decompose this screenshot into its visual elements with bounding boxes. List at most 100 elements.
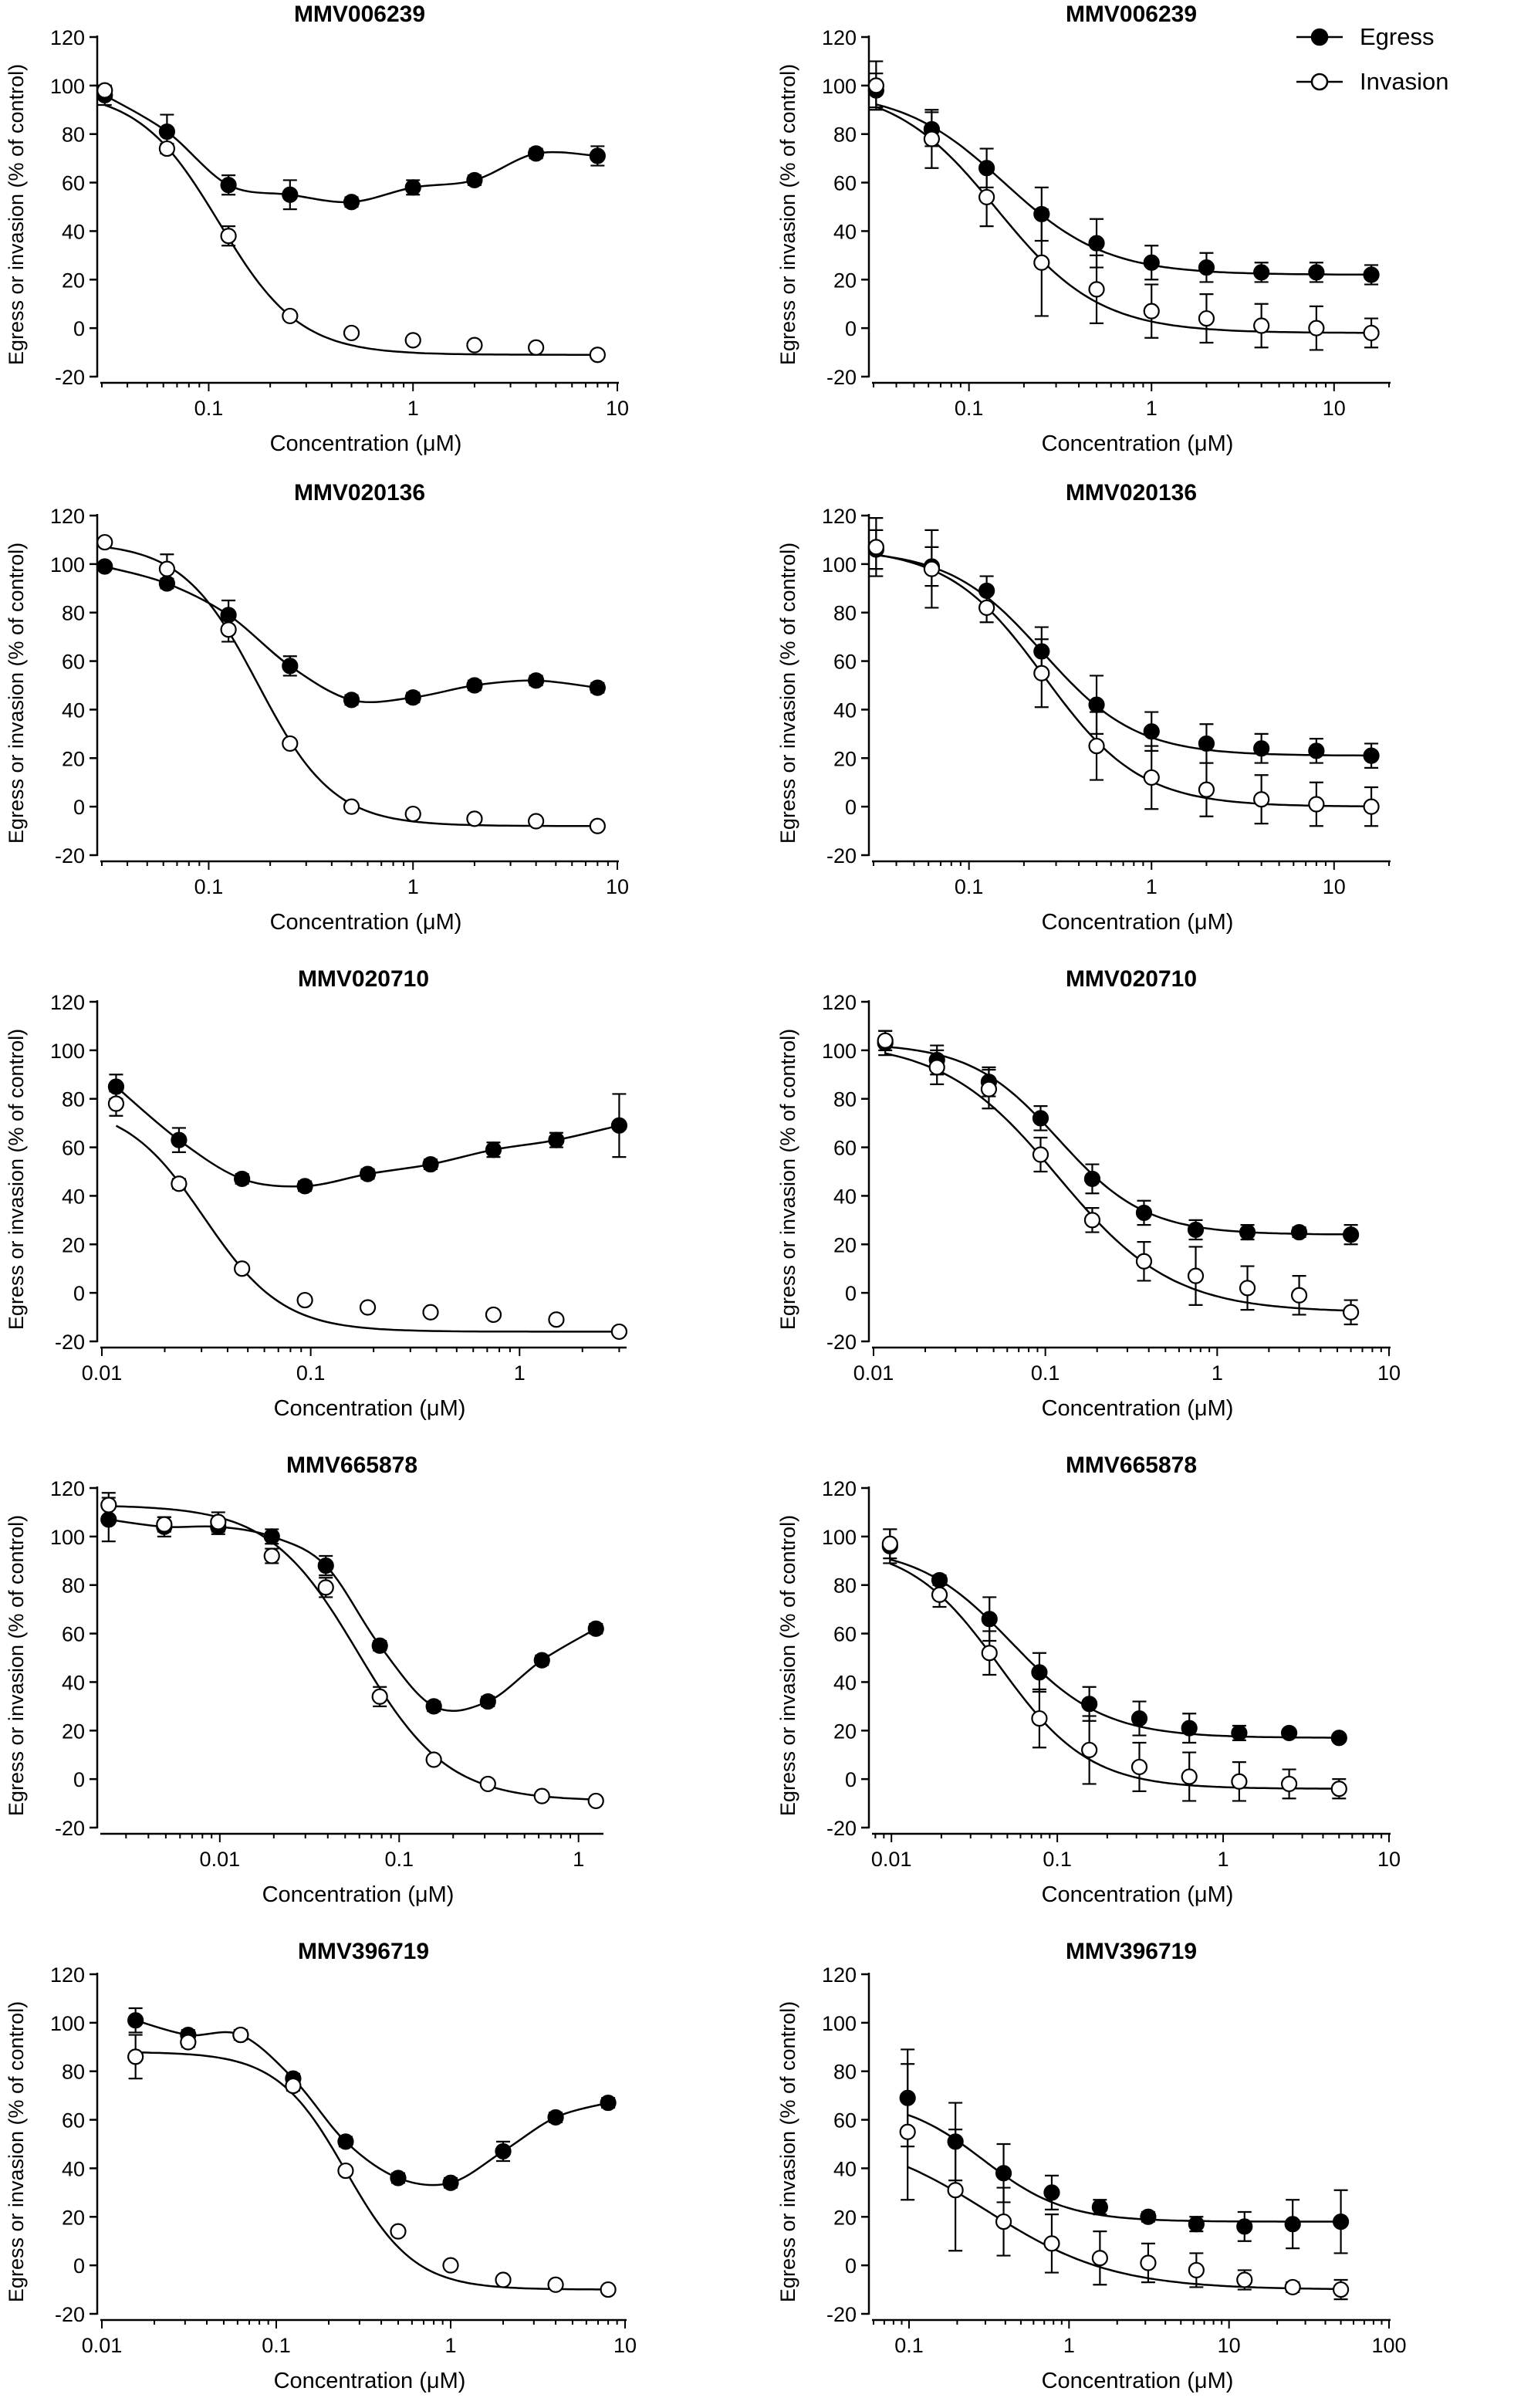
y-tick-label: 40 [62, 220, 85, 243]
data-point-egress [547, 2109, 564, 2126]
x-axis-label: Concentration (μM) [274, 2369, 466, 2393]
data-point-invasion [296, 1291, 313, 1309]
y-tick-label: 80 [62, 123, 85, 147]
y-tick-label: 80 [62, 602, 85, 625]
y-tick-label: -20 [55, 1817, 85, 1840]
data-point-invasion [404, 332, 421, 349]
egress-marker-icon [1296, 28, 1343, 46]
y-tick-label: 60 [833, 1623, 857, 1646]
data-point-egress [1187, 1221, 1205, 1239]
chart-panel-8: MMV665878 -20 0 20 40 60 80 100 120 Egress or inv… [776, 1453, 1401, 1907]
data-point-invasion [1088, 281, 1105, 298]
y-tick-label: 20 [62, 747, 85, 770]
data-point-invasion [928, 1059, 945, 1076]
series-line-invasion [115, 1125, 620, 1333]
x-tick-label: 10 [606, 875, 629, 898]
data-point-egress [1032, 1110, 1049, 1127]
data-point-invasion [931, 1586, 948, 1603]
y-tick-label: 100 [50, 553, 85, 577]
data-point-invasion [1198, 309, 1215, 327]
data-point-invasion [528, 339, 545, 356]
x-tick-label: 10 [606, 397, 629, 420]
data-point-invasion [156, 1516, 173, 1533]
chart-title: MMV006239 [294, 2, 425, 27]
series-line-invasion [875, 106, 1372, 334]
y-tick-label: 40 [833, 1185, 857, 1208]
data-point-invasion [533, 1787, 550, 1804]
data-point-invasion [548, 1311, 565, 1328]
y-tick-label: 100 [822, 75, 857, 98]
series-line-invasion [876, 553, 1372, 808]
data-point-invasion [980, 1081, 998, 1097]
x-tick-label: 0.1 [955, 875, 984, 898]
data-point-invasion [1031, 1710, 1048, 1727]
y-tick-label: 60 [62, 2109, 85, 2132]
y-tick-label: -20 [826, 366, 857, 389]
data-point-invasion [1131, 1758, 1148, 1776]
data-point-egress [466, 677, 483, 694]
y-tick-label: 20 [833, 269, 857, 292]
chart-title: MMV020136 [294, 480, 425, 506]
y-tick-label: -20 [55, 2303, 85, 2326]
data-point-egress [337, 2133, 354, 2150]
x-tick-label: 0.01 [853, 1361, 894, 1385]
y-tick-label: 80 [62, 2061, 85, 2084]
x-tick-label: 0.01 [82, 1361, 123, 1385]
y-tick-label: 0 [845, 1768, 857, 1791]
y-tick-label: 120 [822, 26, 857, 49]
data-point-invasion [479, 1775, 496, 1793]
data-point-invasion [282, 735, 299, 752]
y-tick-label: 120 [50, 1477, 85, 1500]
y-tick-label: 120 [822, 1963, 857, 1987]
y-tick-label: 80 [833, 123, 857, 147]
y-tick-label: 20 [833, 1233, 857, 1256]
data-point-invasion [234, 1260, 251, 1277]
x-tick-label: 1 [444, 2334, 456, 2357]
data-point-invasion [981, 1645, 998, 1662]
data-point-invasion [210, 1513, 227, 1530]
data-point-invasion [899, 2123, 916, 2140]
x-tick-label: 1 [407, 875, 419, 898]
x-tick-label: 10 [1377, 1848, 1401, 1871]
legend: Egress Invasion [1296, 22, 1528, 107]
y-axis-label: Egress or invasion (% of control) [776, 1515, 799, 1816]
y-axis-label: Egress or invasion (% of control) [776, 543, 799, 844]
x-tick-label: 10 [1377, 1361, 1401, 1385]
data-point-invasion [1083, 1212, 1101, 1229]
data-point-invasion [317, 1579, 334, 1596]
data-point-invasion [485, 1306, 502, 1324]
y-tick-label: 20 [62, 269, 85, 292]
chart-panel-2: MMV006239 -20 0 20 40 60 80 100 120 Egress or inv… [776, 2, 1391, 456]
data-point-invasion [1363, 798, 1380, 815]
data-point-invasion [1253, 791, 1270, 808]
y-tick-label: 100 [822, 2012, 857, 2035]
y-tick-label: 40 [62, 1671, 85, 1694]
data-point-egress [1198, 735, 1215, 752]
y-tick-label: 20 [62, 1720, 85, 1743]
y-tick-label: 120 [50, 1963, 85, 1987]
data-point-invasion [600, 2281, 617, 2298]
series-line-egress [135, 2019, 609, 2186]
series-line-egress [876, 103, 1372, 276]
data-point-egress [981, 1611, 998, 1628]
y-tick-label: 120 [50, 26, 85, 49]
x-tick-label: 0.1 [1031, 1361, 1060, 1385]
data-point-invasion [877, 1032, 894, 1049]
data-point-egress [425, 1698, 442, 1715]
data-point-egress [1284, 2216, 1301, 2233]
data-point-egress [1081, 1696, 1098, 1713]
y-tick-label: 0 [73, 317, 85, 340]
data-point-invasion [881, 1535, 898, 1552]
data-point-egress [404, 689, 421, 706]
data-point-egress [548, 1131, 565, 1148]
data-point-egress [1031, 1664, 1048, 1681]
data-point-egress [96, 558, 113, 575]
data-point-egress [1253, 264, 1270, 281]
data-point-invasion [107, 1095, 125, 1112]
series-line-egress [108, 1518, 597, 1713]
y-tick-label: -20 [826, 844, 857, 867]
data-point-invasion [343, 324, 360, 342]
legend-label-invasion: Invasion [1360, 68, 1449, 95]
data-point-egress [1083, 1170, 1101, 1188]
